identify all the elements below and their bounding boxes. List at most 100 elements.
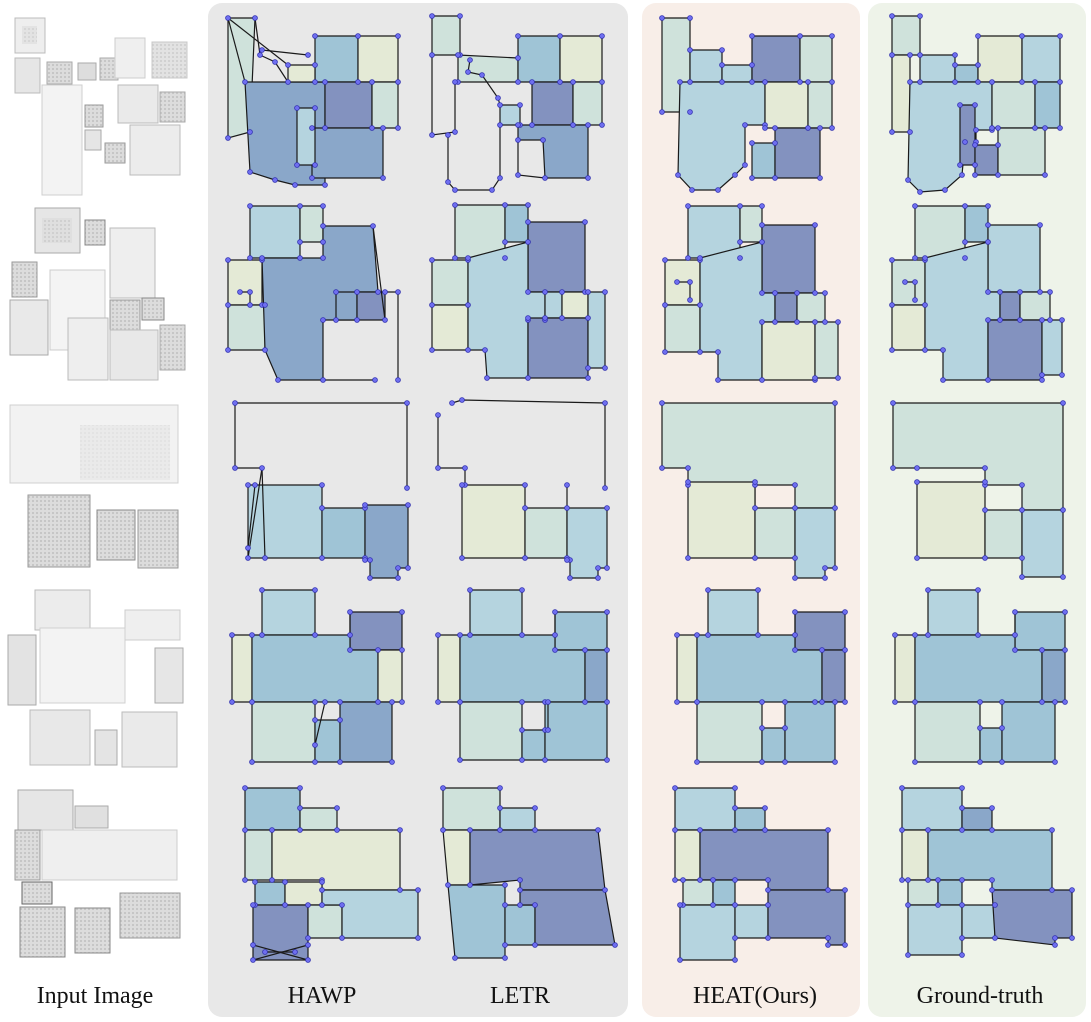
- corner-marker: [1019, 574, 1025, 580]
- corner-marker: [792, 609, 798, 615]
- corner-marker: [982, 465, 988, 471]
- corner-marker: [732, 827, 738, 833]
- corner-marker: [1019, 507, 1025, 513]
- corner-marker: [1062, 609, 1068, 615]
- corner-marker: [595, 565, 601, 571]
- corner-marker: [354, 317, 360, 323]
- corner-marker: [715, 187, 721, 193]
- corner-marker: [755, 587, 761, 593]
- corner-marker: [557, 79, 563, 85]
- corner-marker: [319, 555, 325, 561]
- corner-marker: [612, 942, 618, 948]
- corner-marker: [262, 555, 268, 561]
- corner-marker: [269, 827, 275, 833]
- corner-marker: [889, 302, 895, 308]
- corner-marker: [765, 887, 771, 893]
- corner-marker: [772, 290, 778, 296]
- corner-marker: [749, 175, 755, 181]
- corner-marker: [452, 202, 458, 208]
- corner-marker: [522, 555, 528, 561]
- corner-marker: [912, 255, 918, 261]
- corner-marker: [985, 289, 991, 295]
- corner-marker: [982, 555, 988, 561]
- corner-marker: [759, 203, 765, 209]
- corner-marker: [294, 105, 300, 111]
- corner-marker: [985, 203, 991, 209]
- corner-marker: [395, 575, 401, 581]
- corner-marker: [440, 827, 446, 833]
- corner-marker: [759, 377, 765, 383]
- corner-marker: [312, 717, 318, 723]
- corner-marker: [249, 699, 255, 705]
- corner-marker: [497, 827, 503, 833]
- corner-marker: [1059, 372, 1065, 378]
- corner-marker: [532, 805, 538, 811]
- corner-marker: [459, 397, 465, 403]
- corner-marker: [952, 79, 958, 85]
- corner-marker: [462, 465, 468, 471]
- corner-marker: [762, 125, 768, 131]
- corner-marker: [902, 279, 908, 285]
- corner-marker: [440, 785, 446, 791]
- corner-marker: [397, 887, 403, 893]
- heat-row-3: [661, 402, 836, 579]
- corner-marker: [375, 289, 381, 295]
- corner-marker: [792, 647, 798, 653]
- corner-marker: [819, 699, 825, 705]
- corner-marker: [1060, 574, 1066, 580]
- corner-marker: [817, 125, 823, 131]
- corner-marker: [375, 699, 381, 705]
- corner-marker: [229, 699, 235, 705]
- corner-marker: [399, 609, 405, 615]
- corner-marker: [257, 52, 263, 58]
- corner-marker: [347, 647, 353, 653]
- corner-marker: [559, 315, 565, 321]
- corner-marker: [247, 255, 253, 261]
- corner-marker: [975, 79, 981, 85]
- corner-marker: [762, 79, 768, 85]
- corner-marker: [975, 62, 981, 68]
- corner-marker: [907, 52, 913, 58]
- gt-row-3: [892, 402, 1064, 578]
- input-image-row-3: [9, 404, 179, 569]
- input-image-row-5: [14, 789, 181, 958]
- corner-marker: [812, 375, 818, 381]
- corner-marker: [759, 319, 765, 325]
- corner-marker: [662, 302, 668, 308]
- corner-marker: [719, 47, 725, 53]
- corner-marker: [940, 347, 946, 353]
- letr-row-5: [442, 787, 616, 959]
- corner-marker: [297, 785, 303, 791]
- corner-marker: [467, 827, 473, 833]
- corner-marker: [347, 609, 353, 615]
- corner-marker: [502, 882, 508, 888]
- corner-marker: [452, 187, 458, 193]
- corner-marker: [397, 827, 403, 833]
- corner-marker: [935, 877, 941, 883]
- corner-marker: [362, 557, 368, 563]
- corner-marker: [759, 239, 765, 245]
- corner-marker: [602, 887, 608, 893]
- corner-marker: [585, 375, 591, 381]
- corner-marker: [312, 162, 318, 168]
- corner-marker: [759, 725, 765, 731]
- corner-marker: [659, 109, 665, 115]
- corner-marker: [497, 175, 503, 181]
- corner-marker: [395, 377, 401, 383]
- corner-marker: [312, 587, 318, 593]
- corner-marker: [457, 632, 463, 638]
- corner-marker: [305, 942, 311, 948]
- corner-marker: [972, 102, 978, 108]
- corner-marker: [925, 632, 931, 638]
- corner-marker: [322, 79, 328, 85]
- corner-marker: [759, 699, 765, 705]
- corner-marker: [942, 187, 948, 193]
- corner-marker: [312, 759, 318, 765]
- corner-marker: [997, 289, 1003, 295]
- corner-marker: [715, 377, 721, 383]
- corner-marker: [545, 699, 551, 705]
- corner-marker: [1047, 289, 1053, 295]
- corner-marker: [435, 699, 441, 705]
- corner-marker: [917, 79, 923, 85]
- heat-label: HEAT(Ours): [693, 983, 817, 1009]
